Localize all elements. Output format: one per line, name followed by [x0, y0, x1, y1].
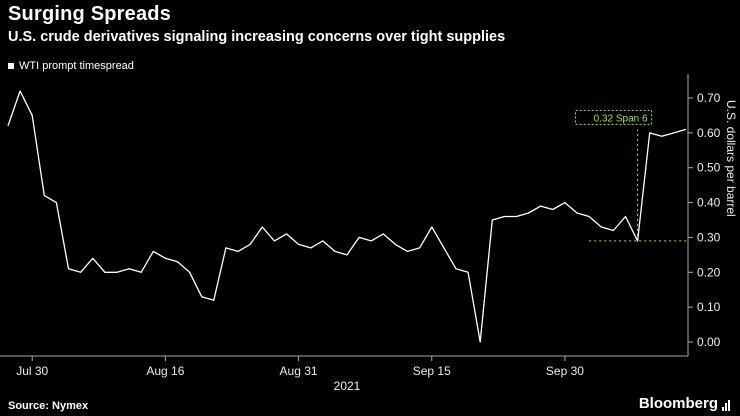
y-tick-label: 0.00	[697, 335, 721, 349]
x-tick-label: Sep 15	[413, 364, 451, 378]
y-tick-label: 0.40	[697, 196, 721, 210]
x-tick-label: Jul 30	[16, 364, 48, 378]
span-annotation-box	[575, 109, 653, 125]
source-note: Source: Nymex	[8, 400, 89, 412]
chart-title: Surging Spreads	[8, 3, 172, 25]
y-axis-title: U.S. dollars per barrel	[724, 100, 738, 217]
timeseries-chart: 0.00 0.10 0.20 0.30 0.40 0.50 0.60 0.70 Jul 30 Au…	[0, 74, 721, 393]
legend: WTI prompt timespread	[8, 60, 134, 72]
series-line	[7, 90, 687, 343]
y-tick-label: 0.20	[697, 265, 721, 279]
y-tick-label: 0.30	[697, 230, 721, 244]
legend-label: WTI prompt timespread	[19, 60, 134, 72]
bloomberg-logo: Bloomberg	[639, 395, 730, 412]
x-tick-label: Aug 31	[280, 364, 318, 378]
x-tick-label: Aug 16	[146, 364, 184, 378]
y-tick-label: 0.70	[697, 91, 721, 105]
legend-marker-icon	[8, 63, 14, 69]
bloomberg-bars-icon	[722, 399, 730, 412]
y-tick-label: 0.10	[697, 300, 721, 314]
y-tick-label: 0.60	[697, 126, 721, 140]
x-axis-year-label: 2021	[334, 379, 361, 393]
bloomberg-wordmark: Bloomberg	[638, 395, 718, 412]
y-tick-label: 0.50	[697, 161, 721, 175]
chart-subtitle: U.S. crude derivatives signaling increas…	[8, 29, 506, 45]
span-annotation-label: 0.32 Span 6	[594, 113, 648, 124]
x-tick-label: Sep 30	[546, 364, 584, 378]
